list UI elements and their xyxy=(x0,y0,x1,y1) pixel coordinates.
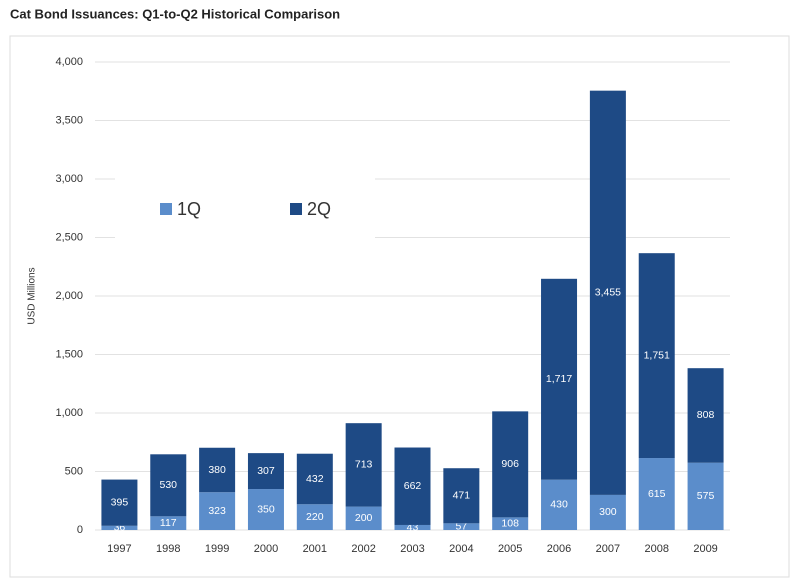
x-tick-label: 2005 xyxy=(498,543,522,555)
x-tick-label: 2002 xyxy=(351,543,375,555)
bar-segment xyxy=(296,504,333,530)
y-tick-label: 0 xyxy=(77,524,83,536)
data-label: 471 xyxy=(453,490,471,502)
bar-segment xyxy=(687,368,724,463)
data-label: 350 xyxy=(257,503,275,515)
bar-segment xyxy=(443,523,480,530)
bar-segment xyxy=(541,278,578,480)
x-tick-label: 2006 xyxy=(547,543,571,555)
data-label: 395 xyxy=(111,496,129,508)
data-label: 200 xyxy=(355,512,373,524)
bar-segment xyxy=(492,411,529,518)
y-tick-label: 1,000 xyxy=(55,407,83,419)
x-tick-label: 2001 xyxy=(303,543,327,555)
data-label: 432 xyxy=(306,473,324,485)
data-label: 575 xyxy=(697,490,715,502)
bar-segment xyxy=(345,423,382,507)
bar-segment xyxy=(443,468,480,524)
x-tick-label: 2000 xyxy=(254,543,278,555)
y-axis-label: USD Millions xyxy=(27,267,38,324)
bar-segment xyxy=(101,479,138,526)
bar-segment xyxy=(394,524,431,530)
data-label: 713 xyxy=(355,459,373,471)
y-tick-label: 2,000 xyxy=(55,290,83,302)
y-tick-label: 2,500 xyxy=(55,231,83,243)
data-label: 108 xyxy=(501,517,519,529)
legend-swatch xyxy=(290,203,302,215)
y-tick-label: 4,000 xyxy=(55,56,83,68)
data-label: 300 xyxy=(599,506,617,518)
bar-segment xyxy=(101,525,138,530)
data-label: 1,717 xyxy=(546,373,572,385)
x-tick-label: 1998 xyxy=(156,543,180,555)
data-label: 117 xyxy=(160,517,177,529)
data-label: 57 xyxy=(456,520,468,532)
x-tick-label: 1997 xyxy=(107,543,131,555)
data-label: 43 xyxy=(407,521,419,533)
data-label: 530 xyxy=(160,479,178,491)
bar-segment xyxy=(345,506,382,530)
data-label: 1,751 xyxy=(644,349,670,361)
bar-segment xyxy=(541,479,578,530)
data-label: 380 xyxy=(208,464,226,476)
x-tick-label: 2009 xyxy=(693,543,717,555)
data-label: 3,455 xyxy=(595,287,621,299)
data-label: 906 xyxy=(501,458,519,470)
data-label: 307 xyxy=(257,465,275,477)
data-label: 615 xyxy=(648,488,666,500)
y-tick-label: 1,500 xyxy=(55,348,83,360)
data-label: 220 xyxy=(306,511,324,523)
bar-segment xyxy=(247,453,284,490)
bar-segment xyxy=(638,253,675,459)
bar-segment xyxy=(394,447,431,525)
bar-segment xyxy=(638,458,675,530)
bar-segment xyxy=(296,453,333,505)
x-tick-label: 2007 xyxy=(596,543,620,555)
data-label: 662 xyxy=(404,480,422,492)
bar-segment xyxy=(150,454,187,517)
data-label: 808 xyxy=(697,409,715,421)
legend-label: 2Q xyxy=(307,199,331,219)
bar-segment xyxy=(687,462,724,530)
legend-label: 1Q xyxy=(177,199,201,219)
x-tick-label: 2004 xyxy=(449,543,473,555)
data-label: 323 xyxy=(208,505,226,517)
bar-segment xyxy=(589,494,626,530)
y-tick-label: 3,500 xyxy=(55,114,83,126)
bar-segment xyxy=(150,516,187,530)
data-label: 430 xyxy=(550,499,568,511)
x-tick-label: 1999 xyxy=(205,543,229,555)
legend-swatch xyxy=(160,203,172,215)
bar-segment xyxy=(199,447,236,493)
data-label: 36 xyxy=(114,522,126,534)
x-tick-label: 2003 xyxy=(400,543,424,555)
y-tick-label: 3,000 xyxy=(55,173,83,185)
bar-segment xyxy=(589,90,626,495)
y-tick-label: 500 xyxy=(65,465,83,477)
bar-segment xyxy=(199,492,236,530)
bar-segment xyxy=(492,517,529,530)
chart-title: Cat Bond Issuances: Q1-to-Q2 Historical … xyxy=(10,6,340,21)
legend-box xyxy=(115,175,375,241)
bar-segment xyxy=(247,489,284,530)
x-tick-label: 2008 xyxy=(644,543,668,555)
